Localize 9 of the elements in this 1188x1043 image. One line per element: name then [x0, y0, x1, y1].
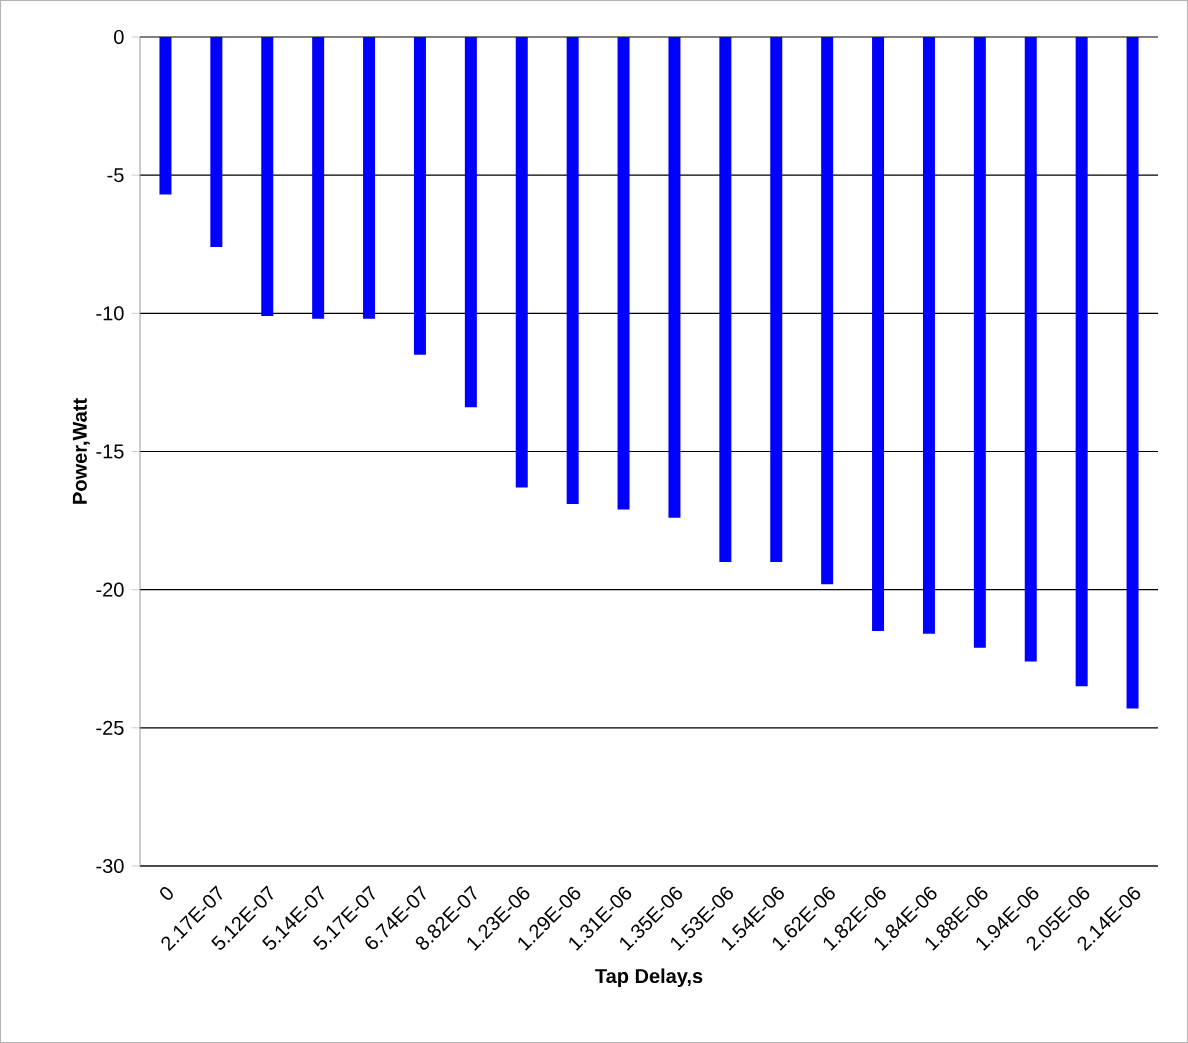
y-tick-label: -20: [96, 582, 124, 597]
y-tick-label: -10: [96, 306, 124, 321]
y-tick-label: -15: [96, 444, 124, 459]
y-tick-label: 0: [114, 29, 124, 45]
y-tick-label: -30: [96, 858, 124, 874]
x-axis-title: Tap Delay,s: [595, 968, 703, 988]
y-axis-title: Power,Watt: [72, 398, 90, 504]
y-tick-label: -25: [96, 720, 124, 735]
y-tick-label: -5: [107, 168, 124, 183]
